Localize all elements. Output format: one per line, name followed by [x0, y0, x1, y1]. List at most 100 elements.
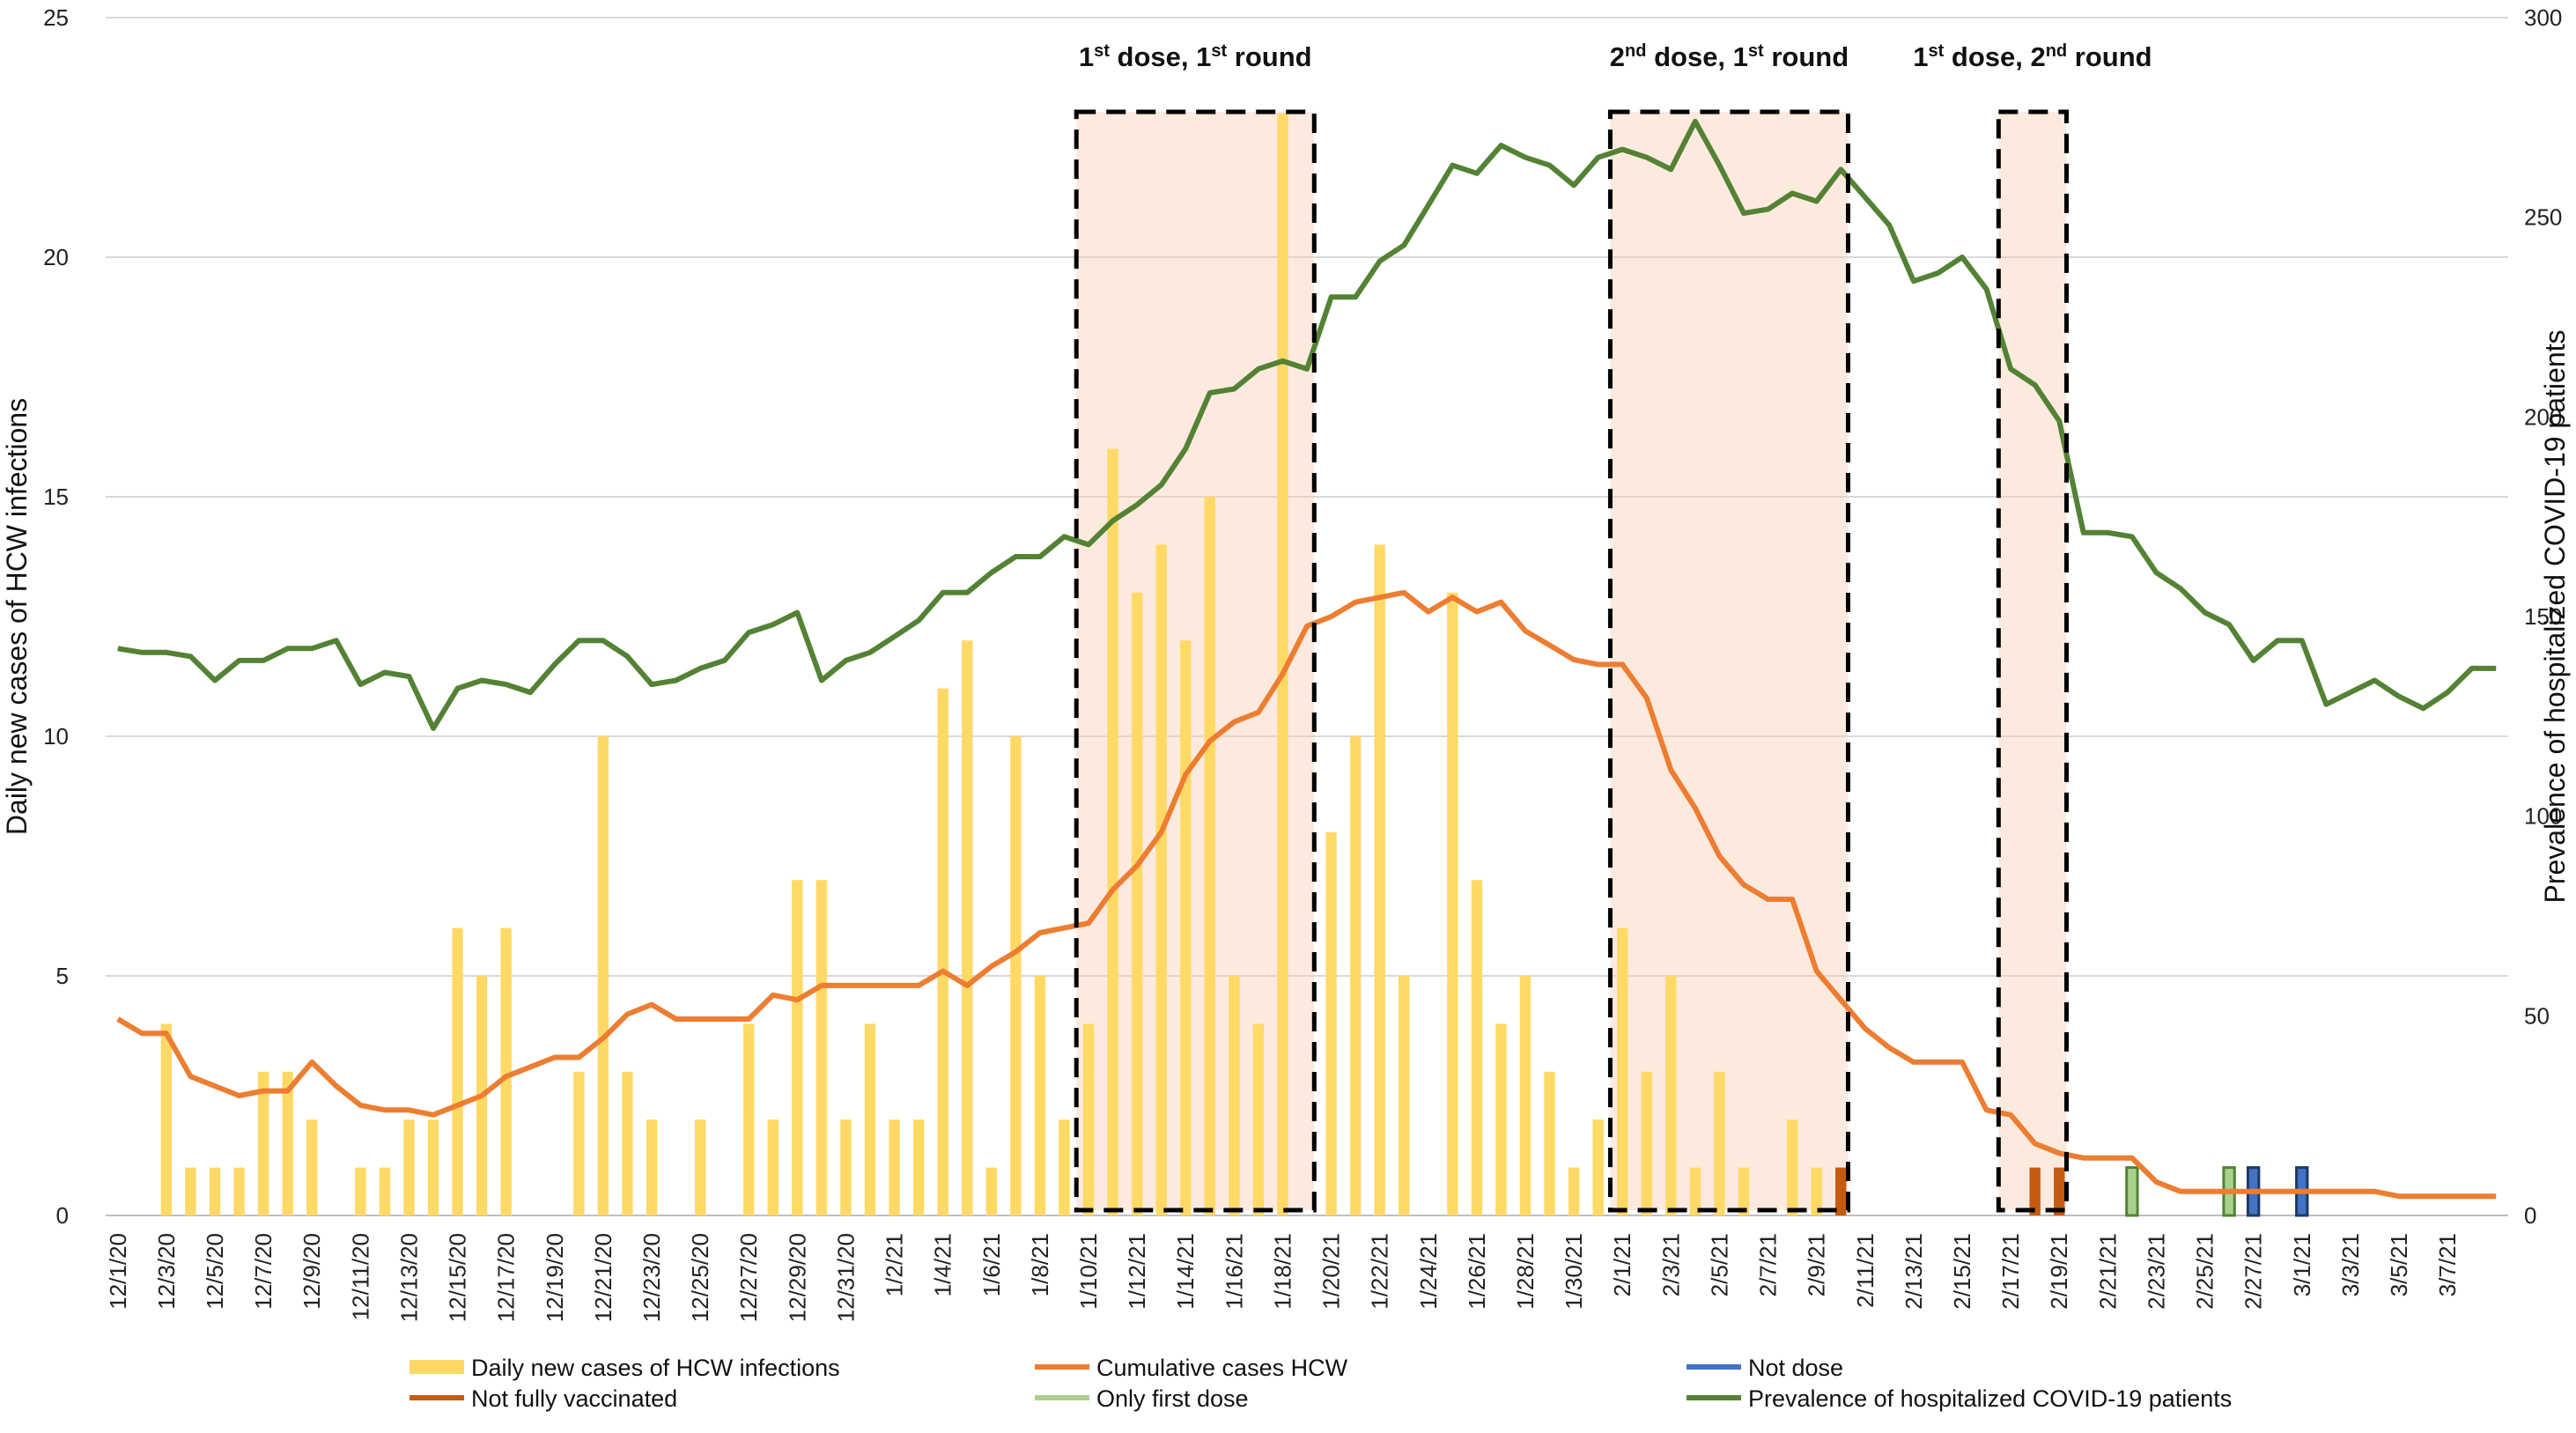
- bar-daily-cases: [306, 1119, 318, 1215]
- line-hospital-prevalence: [117, 118, 2497, 731]
- bar-daily-cases: [1447, 592, 1458, 1215]
- bar-daily-cases: [185, 1167, 196, 1215]
- x-tick-label: 12/15/20: [445, 1233, 471, 1322]
- legend-item: Not dose: [1687, 1355, 1843, 1381]
- x-tick-label: 12/23/20: [638, 1233, 665, 1322]
- right-axis-title: Prevalence of hospitalized COVID-19 pati…: [2539, 329, 2571, 903]
- bar-daily-cases: [209, 1167, 221, 1215]
- left-tick-label: 5: [56, 963, 69, 989]
- x-tick-label: 2/17/21: [1997, 1233, 2024, 1310]
- bar-daily-cases: [816, 880, 828, 1215]
- legend-label: Daily new cases of HCW infections: [471, 1355, 840, 1381]
- bar-daily-cases: [1155, 544, 1167, 1215]
- legend-label: Not fully vaccinated: [471, 1385, 677, 1412]
- bar-daily-cases: [962, 640, 973, 1215]
- bar-daily-cases: [1180, 640, 1192, 1215]
- left-tick-label: 10: [43, 723, 69, 750]
- round-box-border: [1607, 109, 1850, 1213]
- x-tick-label: 2/9/21: [1804, 1233, 1830, 1296]
- x-tick-label: 3/1/21: [2289, 1233, 2315, 1296]
- bar-daily-cases: [1204, 497, 1215, 1215]
- bar-daily-cases: [1786, 1119, 1798, 1215]
- x-tick-label: 1/24/21: [1415, 1233, 1442, 1310]
- bar-daily-cases: [622, 1071, 633, 1215]
- bar-daily-cases: [792, 880, 803, 1215]
- bar-daily-cases: [160, 1023, 173, 1215]
- legend-label: Not dose: [1748, 1355, 1843, 1381]
- x-tick-label: 2/13/21: [1901, 1233, 1927, 1310]
- legend-swatch: [410, 1360, 464, 1374]
- x-tick-label: 2/7/21: [1755, 1233, 1782, 1296]
- bar-daily-cases: [1034, 976, 1046, 1215]
- legend-item: Prevalence of hospitalized COVID-19 pati…: [1687, 1385, 2232, 1412]
- round-box-fill: [1998, 112, 2067, 1210]
- left-axis-title: Daily new cases of HCW infections: [1, 398, 33, 835]
- bar-not-fully-vaccinated: [1835, 1167, 1847, 1215]
- left-tick-label: 20: [43, 244, 69, 270]
- bar-daily-cases: [257, 1071, 269, 1215]
- bar-not-fully-vaccinated: [2054, 1167, 2065, 1215]
- x-tick-label: 3/3/21: [2337, 1233, 2364, 1296]
- bar-daily-cases: [840, 1119, 852, 1215]
- bar-daily-cases: [1082, 1023, 1095, 1215]
- x-tick-label: 12/1/20: [105, 1233, 131, 1310]
- bar-daily-cases: [1689, 1167, 1701, 1215]
- x-tick-label: 1/30/21: [1561, 1233, 1587, 1310]
- round-highlight-boxes: [1076, 112, 2067, 1210]
- bar-daily-cases: [597, 736, 609, 1215]
- x-tick-label: 2/1/21: [1609, 1233, 1635, 1296]
- right-axis-ticks: 0 50 100 150 200 250 300: [2524, 4, 2562, 1229]
- round-box-fill: [1610, 112, 1849, 1210]
- bar-daily-cases: [1617, 927, 1628, 1215]
- left-tick-label: 0: [56, 1202, 69, 1229]
- legend-label: Prevalence of hospitalized COVID-19 pati…: [1748, 1385, 2232, 1412]
- round-label-r1: 1st dose, 1st round: [1079, 41, 1312, 72]
- x-tick-label: 2/11/21: [1852, 1233, 1878, 1308]
- legend-item: Daily new cases of HCW infections: [410, 1355, 840, 1381]
- x-tick-label: 1/12/21: [1124, 1233, 1150, 1310]
- right-tick-label: 300: [2524, 4, 2562, 31]
- legend-item: Not fully vaccinated: [410, 1385, 677, 1412]
- bar-daily-cases: [1374, 544, 1385, 1215]
- bar-daily-cases: [452, 927, 463, 1215]
- legend: Daily new cases of HCW infections Cumulat…: [410, 1355, 2232, 1412]
- round-box-border: [1996, 109, 2069, 1213]
- bar-daily-cases: [573, 1071, 585, 1215]
- x-tick-label: 12/25/20: [687, 1233, 713, 1322]
- x-tick-label: 12/17/20: [493, 1233, 520, 1322]
- bar-daily-cases: [355, 1167, 366, 1215]
- bar-daily-cases: [912, 1119, 925, 1215]
- bar-daily-cases: [427, 1119, 439, 1215]
- bar-daily-cases: [1495, 1023, 1507, 1215]
- bar-daily-cases: [1131, 592, 1143, 1215]
- x-tick-label: 2/21/21: [2094, 1233, 2121, 1310]
- x-tick-label: 12/31/20: [832, 1233, 859, 1322]
- line-cumulative-cases: [116, 589, 2497, 1200]
- x-tick-label: 2/15/21: [1949, 1233, 1975, 1310]
- bars-layer: [160, 113, 2309, 1217]
- bar-daily-cases: [743, 1023, 755, 1215]
- round-box-border: [1074, 109, 1317, 1213]
- left-axis-ticks: 0 5 10 15 20 25: [43, 4, 69, 1229]
- bar-daily-cases: [1059, 1119, 1070, 1215]
- bar-daily-cases: [403, 1119, 415, 1215]
- right-tick-label: 200: [2524, 403, 2562, 430]
- bar-daily-cases: [1714, 1071, 1725, 1215]
- bar-daily-cases: [1641, 1071, 1652, 1215]
- bar-daily-cases: [379, 1167, 391, 1215]
- x-tick-label: 12/21/20: [590, 1233, 616, 1322]
- bar-daily-cases: [1399, 976, 1410, 1215]
- x-tick-label: 12/9/20: [299, 1233, 325, 1310]
- round-box-borders: [1074, 109, 2069, 1213]
- right-tick-label: 0: [2524, 1202, 2536, 1229]
- x-tick-label: 1/6/21: [978, 1233, 1005, 1296]
- x-tick-label: 3/5/21: [2386, 1233, 2412, 1296]
- bar-daily-cases: [1325, 831, 1337, 1215]
- x-tick-label: 1/28/21: [1512, 1233, 1539, 1310]
- round-label-r2: 2nd dose, 1st round: [1610, 41, 1849, 72]
- bar-daily-cases: [1471, 880, 1483, 1215]
- round-label-r3: 1st dose, 2nd round: [1913, 41, 2152, 72]
- bar-daily-cases: [694, 1119, 706, 1215]
- x-tick-label: 12/13/20: [395, 1233, 422, 1322]
